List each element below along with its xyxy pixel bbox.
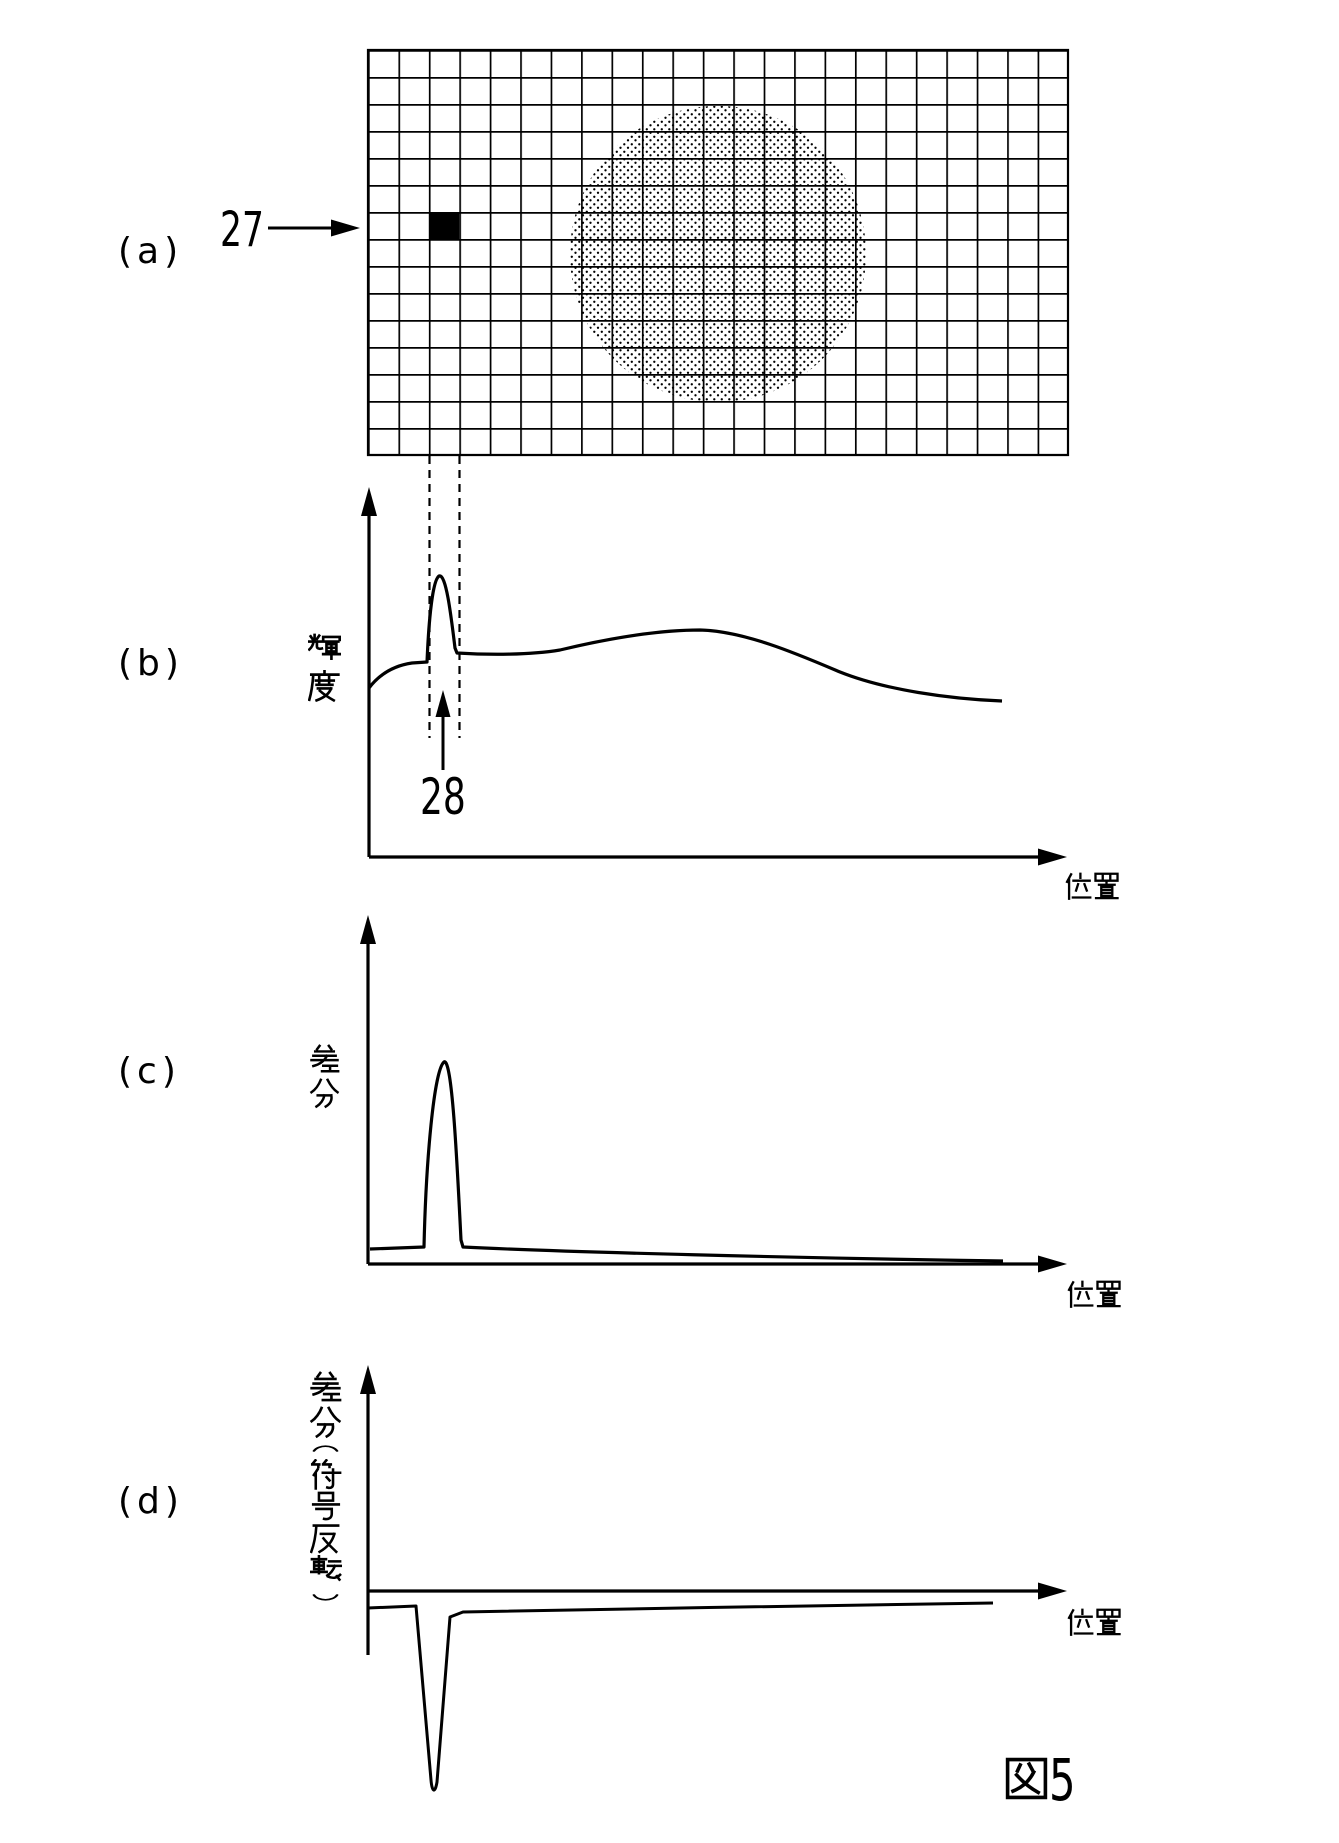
kanji-chi-glyph xyxy=(1094,872,1119,900)
panel-d-label: (d) xyxy=(118,1481,184,1522)
kanji-han-glyph xyxy=(309,1524,339,1554)
kanji-zu-glyph xyxy=(1005,1757,1048,1800)
kanji-i-glyph xyxy=(1067,1608,1094,1636)
kanji-do-glyph xyxy=(308,670,340,702)
c-x-axis-arrowhead-icon xyxy=(1038,1255,1067,1273)
b-x-axis-label: 位置 xyxy=(1063,872,1121,901)
spike-28-arrow-head-icon xyxy=(435,690,451,717)
c-y-axis-label: 差分 xyxy=(309,1044,340,1109)
b-y-axis-arrowhead-icon xyxy=(361,487,377,516)
kanji-ten-glyph xyxy=(309,1555,342,1581)
c-difference-curve xyxy=(369,1060,1004,1263)
b-x-axis-arrowhead-icon xyxy=(1038,848,1067,866)
pixel-grid xyxy=(368,50,1068,455)
kanji-bun-glyph xyxy=(310,1406,341,1438)
d-x-axis-arrowhead-icon xyxy=(1038,1582,1067,1600)
c-x-axis-label: 位置 xyxy=(1065,1280,1123,1309)
kanji-sa-glyph xyxy=(310,1371,342,1402)
panel-c-label: (c) xyxy=(118,1051,181,1092)
kanji-i-glyph xyxy=(1067,1280,1094,1308)
vertical-open-paren-glyph xyxy=(312,1444,339,1453)
kanji-chi-glyph xyxy=(1096,1608,1121,1636)
kanji-chi-glyph xyxy=(1096,1280,1121,1308)
black-pixel-27 xyxy=(428,212,460,239)
d-y-axis-arrowhead-icon xyxy=(360,1365,376,1394)
c-y-axis-arrowhead-icon xyxy=(360,915,376,944)
kanji-i-glyph xyxy=(1065,872,1092,900)
pixel-27-arrow-head-icon xyxy=(331,219,360,237)
spike-28-label: 28 xyxy=(420,768,466,826)
kanji-fu-glyph xyxy=(310,1459,341,1490)
pixel-grid-border xyxy=(366,48,1070,457)
b-luminance-curve xyxy=(367,574,1003,703)
panel-a-label: (a) xyxy=(118,231,184,272)
kanji-gou-glyph xyxy=(311,1491,340,1521)
b-y-axis-label: 輝度 xyxy=(308,633,341,703)
vertical-close-paren-glyph xyxy=(312,1593,339,1602)
d-y-axis-label: 差分（符号反転） xyxy=(309,1371,342,1607)
panel-b-label: (b) xyxy=(118,643,184,684)
pixel-27-label: 27 xyxy=(220,202,264,258)
kanji-sa-glyph xyxy=(310,1044,340,1073)
d-inverted-difference-curve xyxy=(367,1601,994,1792)
kanji-ki-glyph xyxy=(308,633,341,661)
d-x-axis-label: 位置 xyxy=(1065,1608,1123,1637)
figure-caption: 図5 5 xyxy=(1004,1746,1086,1814)
figure-number: 5 xyxy=(1049,1746,1076,1814)
kanji-bun-glyph xyxy=(310,1078,339,1108)
